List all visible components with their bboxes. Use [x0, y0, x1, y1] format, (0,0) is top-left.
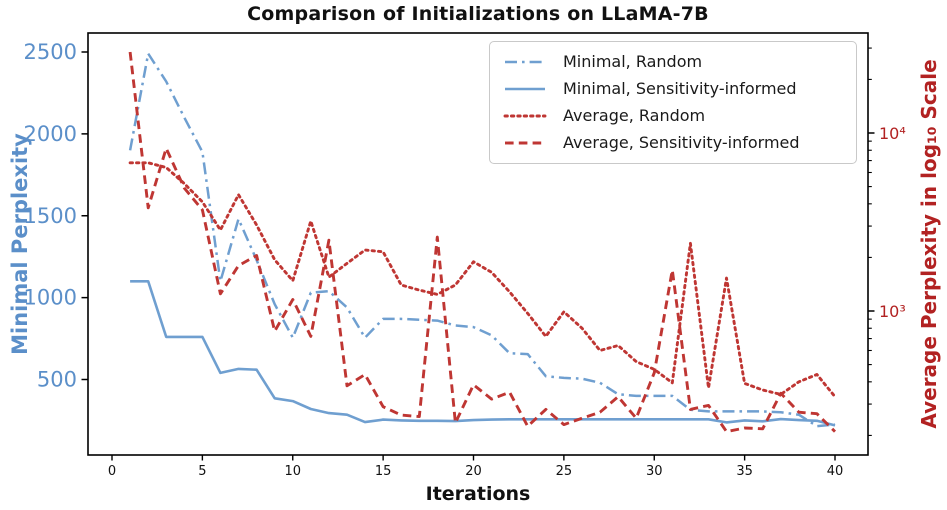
legend: Minimal, Random Minimal, Sensitivity-inf…: [489, 41, 857, 164]
legend-line-dotted-icon: [503, 114, 547, 118]
x-tick-label: 40: [827, 464, 844, 479]
y-left-tick-label: 500: [37, 368, 77, 392]
y-right-tick-label: 10⁴: [879, 124, 906, 143]
chart-title: Comparison of Initializations on LLaMA-7…: [247, 3, 709, 25]
x-tick-label: 25: [556, 464, 573, 479]
x-tick-label: 5: [198, 464, 206, 479]
y-left-tick-label: 1000: [24, 286, 77, 310]
plot-border: [87, 32, 869, 456]
x-tick-label: 35: [736, 464, 753, 479]
legend-item-minimal-sensitivity-informed: Minimal, Sensitivity-informed: [502, 78, 842, 100]
y-left-tick-label: 2000: [24, 122, 77, 146]
series-line-minimal-sensitivity-informed: [130, 279, 836, 427]
x-tick-label: 0: [108, 464, 116, 479]
x-axis-label: Iterations: [425, 483, 531, 505]
x-tick-label: 30: [646, 464, 663, 479]
legend-item-minimal-random: Minimal, Random: [502, 51, 842, 73]
x-tick-label: 15: [375, 464, 392, 479]
x-tick-label: 20: [465, 464, 482, 479]
y-left-tick-label: 2500: [24, 40, 77, 64]
legend-line-dashed-icon: [505, 141, 545, 145]
legend-item-label: Average, Sensitivity-informed: [563, 133, 800, 152]
legend-item-average-random: Average, Random: [502, 105, 842, 127]
legend-line-dashdot-icon: [505, 60, 545, 64]
legend-line-solid-icon: [505, 87, 545, 91]
series-line-minimal-random: [128, 52, 836, 428]
legend-item-label: Minimal, Random: [563, 52, 703, 71]
y-left-tick-label: 1500: [24, 204, 77, 228]
series-line-average-sensitivity-informed: [128, 51, 837, 434]
legend-item-label: Minimal, Sensitivity-informed: [563, 79, 797, 98]
legend-item-label: Average, Random: [563, 106, 706, 125]
legend-item-average-sensitivity-informed: Average, Sensitivity-informed: [502, 132, 842, 154]
x-tick-label: 10: [284, 464, 301, 479]
series-line-average-random: [128, 161, 837, 399]
y-right-tick-label: 10³: [879, 302, 906, 321]
